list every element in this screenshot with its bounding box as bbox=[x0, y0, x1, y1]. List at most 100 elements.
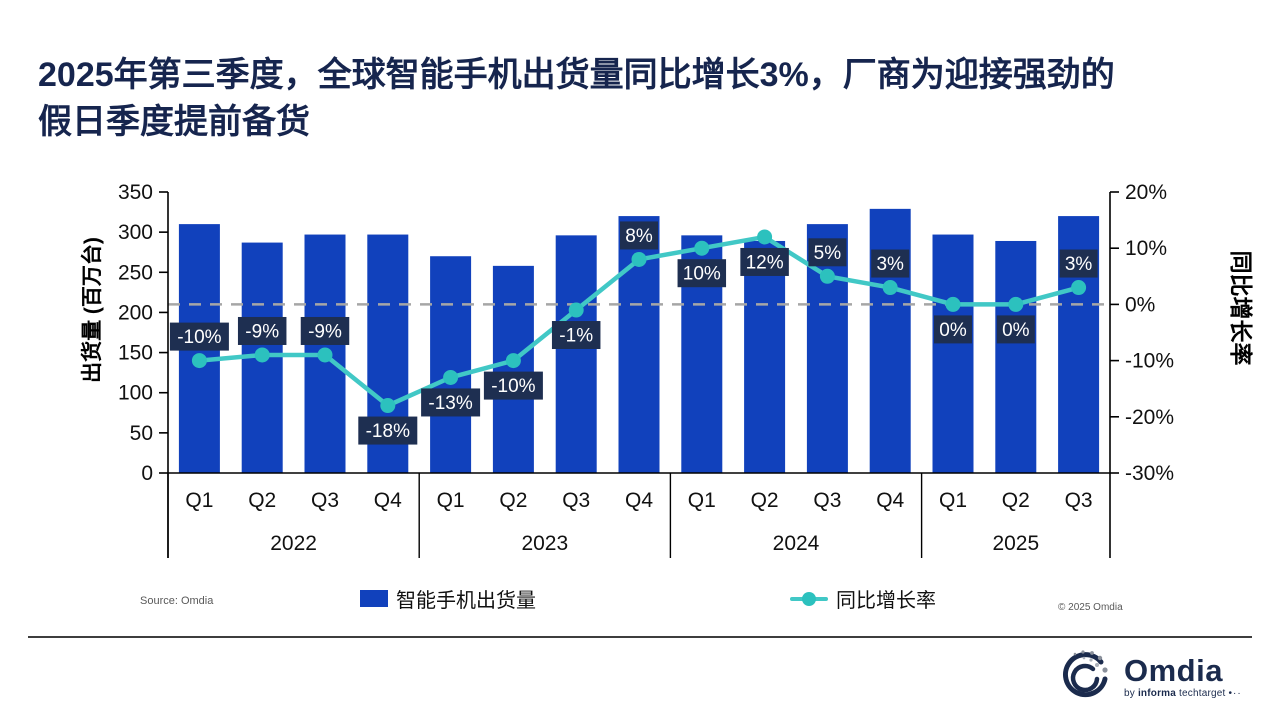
right-axis-tick-label: 0% bbox=[1125, 293, 1155, 316]
growth-marker-10 bbox=[819, 268, 835, 284]
growth-marker-9 bbox=[757, 229, 773, 245]
legend-item-shipments: 智能手机出货量 bbox=[360, 584, 536, 613]
combo-chart: 350 300 250 200 150 100 50 0 20% 10% 0% -10% -20% -30… bbox=[80, 181, 1254, 558]
growth-marker-12 bbox=[945, 296, 961, 312]
growth-label-text: 10% bbox=[683, 264, 721, 285]
growth-label-text: 8% bbox=[625, 226, 653, 247]
growth-label-chip bbox=[551, 321, 601, 350]
right-axis-tick-label: 20% bbox=[1125, 181, 1167, 204]
left-axis-tick-label: 300 bbox=[118, 221, 153, 244]
growth-marker-6 bbox=[568, 302, 584, 318]
growth-label-chip bbox=[996, 315, 1035, 344]
omdia-wordmark: Omdia bbox=[1124, 653, 1223, 688]
growth-label-text: 3% bbox=[1065, 254, 1093, 275]
growth-label-chip bbox=[169, 322, 229, 351]
right-axis-tick-label: -10% bbox=[1125, 350, 1174, 373]
bar-q2-5 bbox=[492, 265, 534, 473]
growth-label-text: -9% bbox=[245, 321, 279, 342]
x-tick-quarter: Q4 bbox=[876, 489, 904, 512]
x-tick-year: 2024 bbox=[773, 532, 820, 555]
legend-label-shipments: 智能手机出货量 bbox=[396, 590, 536, 612]
growth-marker-0 bbox=[191, 353, 207, 369]
omdia-logo: Omdia by informa techtarget •·· bbox=[1056, 648, 1242, 706]
right-axis-tick-label: 10% bbox=[1125, 237, 1167, 260]
x-tick-quarter: Q2 bbox=[499, 489, 527, 512]
growth-label-text: -18% bbox=[366, 421, 410, 442]
growth-marker-4 bbox=[443, 369, 459, 385]
growth-label-text: -13% bbox=[428, 393, 472, 414]
growth-marker-13 bbox=[1008, 296, 1024, 312]
left-axis-tick-label: 100 bbox=[118, 382, 153, 405]
growth-label-text: 5% bbox=[814, 243, 842, 264]
x-tick-quarter: Q4 bbox=[625, 489, 653, 512]
x-tick-quarter: Q3 bbox=[1065, 489, 1093, 512]
bar-q2-13 bbox=[995, 240, 1037, 473]
growth-label-text: -1% bbox=[559, 326, 593, 347]
growth-label-chip bbox=[358, 416, 418, 445]
growth-label-chip bbox=[300, 316, 350, 345]
growth-label-text: 0% bbox=[1002, 320, 1030, 341]
growth-label-chip bbox=[620, 221, 658, 250]
copyright-note: © 2025 Omdia bbox=[1058, 602, 1123, 613]
line-series-marker bbox=[790, 591, 828, 606]
x-tick-quarter: Q3 bbox=[813, 489, 841, 512]
growth-label-text: 12% bbox=[746, 252, 784, 273]
right-axis-title: 同比增长率 bbox=[1228, 251, 1254, 366]
x-tick-quarter: Q1 bbox=[437, 489, 465, 512]
x-tick-quarter: Q2 bbox=[1002, 489, 1030, 512]
legend-item-growth: 同比增长率 bbox=[790, 584, 936, 613]
growth-label-chip bbox=[871, 249, 910, 278]
footer-divider bbox=[28, 636, 1252, 638]
growth-marker-14 bbox=[1071, 280, 1087, 296]
growth-label-chip bbox=[677, 259, 727, 288]
growth-label-chip bbox=[237, 316, 287, 345]
growth-marker-2 bbox=[317, 347, 333, 363]
bar-q1-12 bbox=[932, 234, 974, 473]
x-tick-quarter: Q3 bbox=[562, 489, 590, 512]
growth-label-chip bbox=[808, 238, 847, 267]
growth-label-chip bbox=[1059, 249, 1098, 278]
page-title: 2025年第三季度，全球智能手机出货量同比增长3%，厂商为迎接强劲的 假日季度提… bbox=[38, 52, 1238, 146]
bar-q1-4 bbox=[430, 256, 472, 473]
omdia-tagline: by informa techtarget •·· bbox=[1124, 688, 1242, 699]
growth-label-text: 0% bbox=[939, 320, 967, 341]
growth-marker-7 bbox=[631, 251, 647, 267]
x-tick-quarter: Q2 bbox=[751, 489, 779, 512]
bar-q4-11 bbox=[869, 208, 911, 474]
x-tick-quarter: Q1 bbox=[939, 489, 967, 512]
growth-label-chip bbox=[740, 247, 789, 276]
omdia-logo-mark bbox=[1063, 650, 1108, 698]
growth-marker-1 bbox=[254, 347, 270, 363]
x-tick-quarter: Q1 bbox=[185, 489, 213, 512]
growth-marker-11 bbox=[882, 280, 898, 296]
x-tick-year: 2023 bbox=[521, 532, 568, 555]
growth-marker-5 bbox=[505, 353, 521, 369]
growth-label-text: -10% bbox=[177, 327, 221, 348]
right-axis-tick-label: -20% bbox=[1125, 406, 1174, 429]
x-tick-quarter: Q4 bbox=[374, 489, 402, 512]
growth-label-chip bbox=[934, 315, 972, 344]
right-axis-tick-label: -30% bbox=[1125, 462, 1174, 485]
x-tick-quarter: Q1 bbox=[688, 489, 716, 512]
left-axis-tick-label: 50 bbox=[130, 422, 153, 445]
growth-marker-8 bbox=[694, 240, 710, 256]
title-line-2: 假日季度提前备货 bbox=[38, 102, 310, 141]
x-tick-quarter: Q2 bbox=[248, 489, 276, 512]
growth-marker-3 bbox=[380, 398, 396, 414]
x-tick-year: 2022 bbox=[270, 532, 317, 555]
left-axis-title: 出货量 (百万台) bbox=[80, 237, 104, 383]
left-axis-tick-label: 0 bbox=[141, 462, 153, 485]
growth-label-text: -10% bbox=[491, 376, 535, 397]
growth-label-text: -9% bbox=[308, 321, 342, 342]
growth-label-text: 3% bbox=[876, 254, 904, 275]
source-note: Source: Omdia bbox=[140, 595, 214, 607]
left-axis-tick-label: 250 bbox=[118, 261, 153, 284]
left-axis-tick-label: 150 bbox=[118, 342, 153, 365]
bar-series-swatch bbox=[360, 590, 388, 607]
legend-label-growth: 同比增长率 bbox=[836, 590, 936, 612]
left-axis-tick-label: 350 bbox=[118, 181, 153, 204]
left-axis-tick-label: 200 bbox=[118, 301, 153, 324]
title-line-1: 2025年第三季度，全球智能手机出货量同比增长3%，厂商为迎接强劲的 bbox=[38, 56, 1115, 94]
bar-q2-9 bbox=[744, 240, 786, 473]
